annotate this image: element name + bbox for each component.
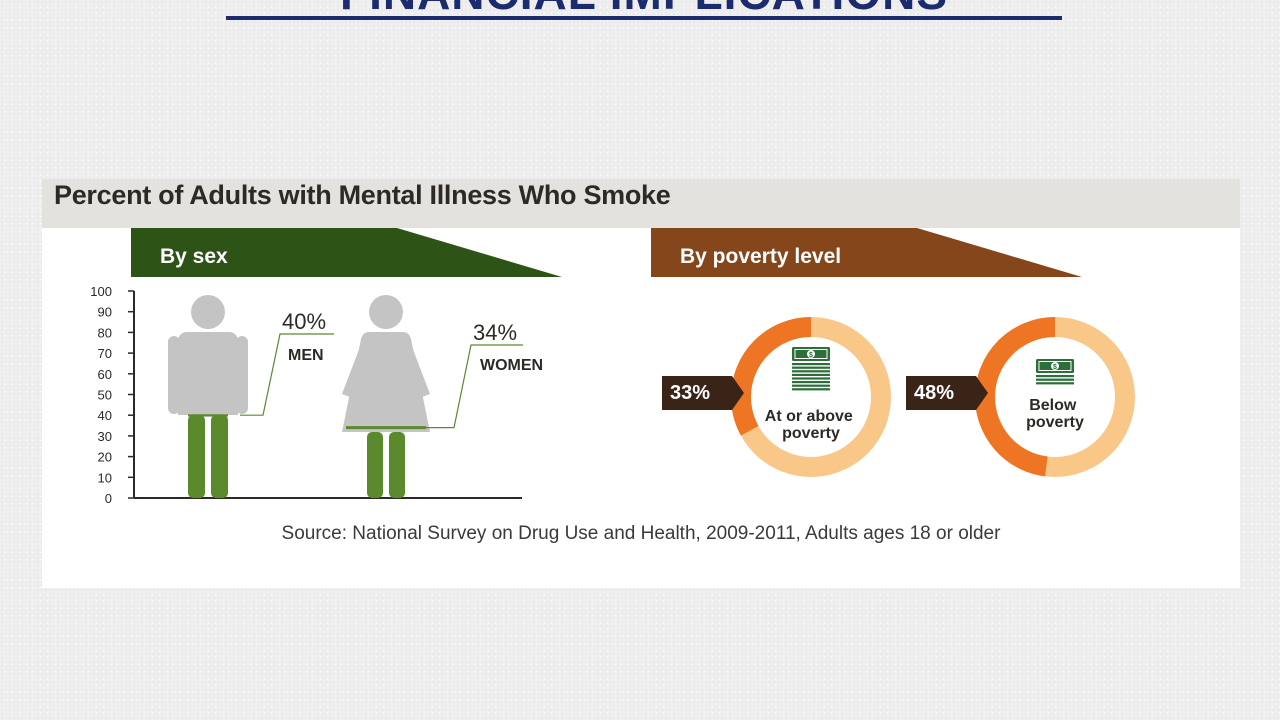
woman-leg-left [367, 432, 383, 498]
donut-below-poverty: $ Below poverty [975, 317, 1135, 477]
slide-title-area: FINANCIAL IMPLICATIONS [226, 0, 1062, 20]
men-callout: 40% MEN [240, 309, 334, 416]
slide-title-underline [226, 16, 1062, 20]
y-tick-label: 50 [98, 388, 112, 403]
y-axis: 0 10 20 30 40 50 60 70 80 90 100 [90, 284, 522, 506]
bill-edge [1036, 375, 1074, 378]
dollar-sign: $ [809, 352, 813, 359]
woman-figure [342, 295, 430, 498]
y-tick-label: 0 [105, 491, 112, 506]
man-head [191, 295, 225, 329]
men-category-label: MEN [288, 347, 324, 364]
slide-title: FINANCIAL IMPLICATIONS [226, 0, 1062, 16]
money-stack-icon: $ [1036, 359, 1074, 385]
bill-edge [792, 370, 830, 373]
dollar-mark [807, 350, 815, 358]
woman-arm-left [342, 339, 370, 397]
man-leg-right [211, 415, 228, 498]
y-tick-label: 80 [98, 325, 112, 340]
dollar-sign: $ [1053, 364, 1057, 371]
dollar-mark [1051, 362, 1059, 370]
bill-edge [792, 373, 830, 376]
donut-above-label: At or above poverty [765, 408, 857, 442]
woman-arm-right [402, 339, 430, 397]
woman-leg-right [389, 432, 405, 498]
man-torso [178, 332, 238, 417]
donut-above-label-line1: At or above [765, 408, 853, 425]
y-tick-label: 20 [98, 450, 112, 465]
donut-below-label-line2: poverty [1026, 414, 1084, 431]
women-category-label: WOMEN [480, 357, 543, 374]
bill-edge [792, 377, 830, 380]
panel-header: Percent of Adults with Mental Illness Wh… [42, 179, 1240, 228]
by-poverty-label: By poverty level [680, 245, 841, 268]
woman-head [369, 295, 403, 329]
bill-border [794, 349, 828, 359]
man-figure [168, 295, 248, 498]
bill-edge [792, 384, 830, 387]
man-arm-left [168, 336, 180, 414]
bill-edge [1036, 382, 1074, 385]
women-value-label: 34% [473, 320, 517, 345]
donut-below-label: Below poverty [1026, 397, 1084, 431]
women-leader-line [426, 344, 523, 429]
pct-tag-below-poverty: 48% [906, 376, 988, 410]
women-callout: 34% WOMEN [426, 320, 543, 429]
donut-above-poverty: $ At or above poverty [731, 317, 891, 477]
men-value-label: 40% [282, 309, 326, 334]
y-tick-label: 60 [98, 367, 112, 382]
bill-edge [792, 388, 830, 391]
bill-edge [1036, 378, 1074, 381]
y-tick-label: 30 [98, 429, 112, 444]
money-stack-icon: $ [792, 347, 830, 391]
y-tick-label: 70 [98, 346, 112, 361]
pct-tag-above-poverty: 33% [662, 376, 744, 410]
by-sex-label: By sex [160, 245, 228, 268]
bill-edge [792, 363, 830, 366]
y-tick-label: 10 [98, 470, 112, 485]
by-poverty-banner [651, 228, 1082, 277]
by-sex-banner [131, 228, 562, 277]
donut-below-label-line1: Below [1029, 397, 1077, 414]
y-tick-label: 40 [98, 408, 112, 423]
infographic-panel: Percent of Adults with Mental Illness Wh… [42, 179, 1240, 588]
y-tick-label: 90 [98, 305, 112, 320]
donut-above-label-line2: poverty [782, 425, 840, 442]
man-arm-right [236, 336, 248, 414]
chart-title: Percent of Adults with Mental Illness Wh… [54, 180, 671, 210]
bill-edge [792, 381, 830, 384]
source-note: Source: National Survey on Drug Use and … [281, 523, 1001, 544]
bill-edge [792, 366, 830, 369]
men-leader-line [240, 333, 334, 416]
y-tick-label: 100 [90, 284, 112, 299]
man-leg-left [188, 415, 205, 498]
bill-border [1038, 361, 1072, 371]
